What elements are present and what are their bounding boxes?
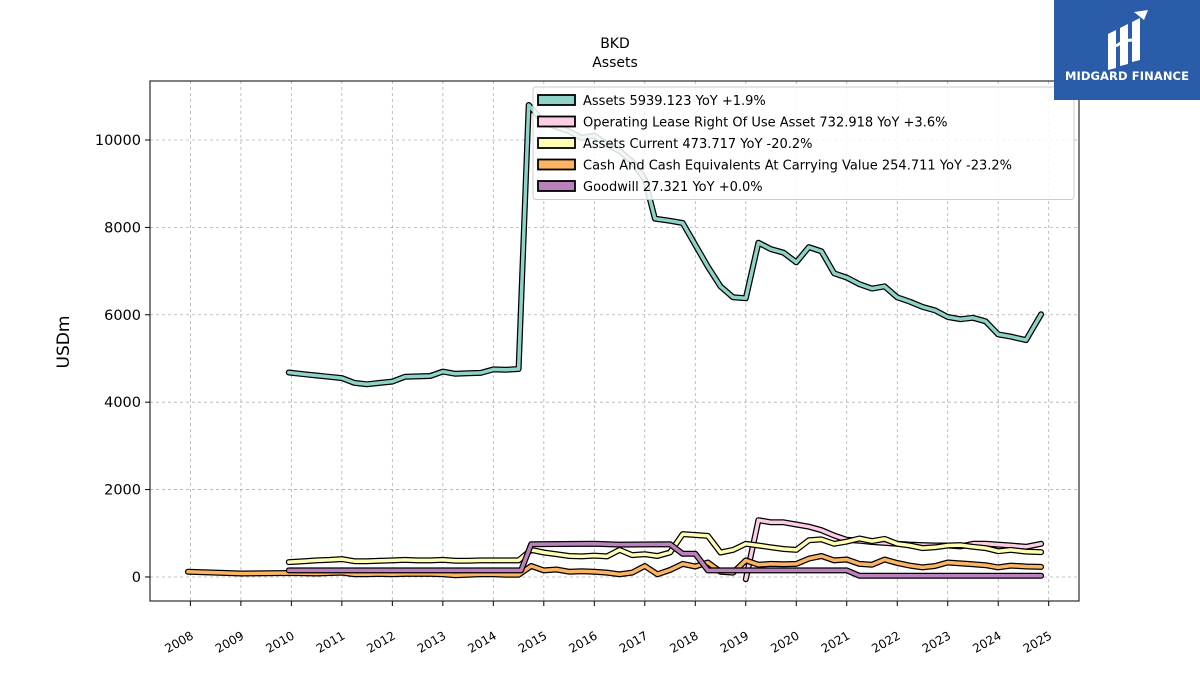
x-tick-label: 2020 [768, 628, 801, 655]
legend-swatch [537, 94, 576, 106]
x-tick-label: 2012 [364, 628, 397, 655]
chart-title: BKD [600, 36, 630, 52]
legend-entry: Goodwill 27.321 YoY +0.0% [583, 180, 763, 195]
legend-entry: Assets 5939.123 YoY +1.9% [583, 94, 766, 109]
y-tick-label: 8000 [104, 220, 141, 236]
x-tick-label: 2022 [869, 628, 902, 655]
legend-swatch [537, 137, 576, 149]
x-tick-label: 2015 [516, 628, 549, 655]
brand-logo: MIDGARD FINANCE [1054, 0, 1200, 100]
series-line [287, 542, 1043, 578]
x-tick-label: 2018 [667, 628, 700, 655]
x-tick-label: 2019 [718, 628, 751, 655]
x-tick-label: 2023 [920, 628, 953, 655]
x-tick-label: 2013 [415, 628, 448, 655]
series-assets-current [285, 531, 1045, 566]
y-tick-label: 4000 [104, 395, 141, 411]
legend-swatch [537, 158, 576, 171]
legend: Assets 5939.123 YoY +1.9% Operating Lease… [532, 86, 1075, 200]
x-tick-label: 2025 [1021, 628, 1054, 655]
series-cash-and-cash-equivalents-at-carrying-value [184, 553, 1045, 579]
x-tick-label: 2010 [263, 628, 296, 655]
legend-entry: Operating Lease Right Of Use Asset 732.9… [583, 116, 947, 131]
y-tick-label: 2000 [104, 483, 141, 499]
y-tick-label: 10000 [95, 133, 141, 149]
chart-subtitle: Assets [592, 55, 638, 71]
y-tick-label: 0 [132, 570, 141, 586]
legend-entry: Assets Current 473.717 YoY -20.2% [583, 137, 813, 152]
x-tick-label: 2014 [465, 628, 498, 655]
x-tick-label: 2024 [970, 628, 1003, 655]
x-tick-label: 2017 [617, 628, 650, 655]
series-line [287, 103, 1043, 387]
x-tick-label: 2009 [213, 628, 246, 655]
legend-box [532, 86, 1075, 200]
midgard-logo-icon [1108, 10, 1148, 70]
series-line [186, 554, 1043, 577]
plot-frame [149, 80, 1080, 602]
series-line [287, 532, 1043, 564]
legend-swatch [537, 180, 576, 192]
series-assets [285, 102, 1045, 388]
brand-name: MIDGARD FINANCE [1064, 69, 1190, 83]
y-axis-label: USDm [54, 316, 74, 369]
legend-swatch [537, 115, 576, 128]
x-axis: 2008 2009 2010 2011 2012 2013 2014 2015 2016 2017… [162, 601, 1054, 656]
legend-entry: Cash And Cash Equivalents At Carrying Va… [583, 159, 1012, 174]
y-tick-label: 6000 [104, 308, 141, 324]
x-tick-label: 2011 [314, 628, 347, 655]
x-tick-label: 2021 [819, 628, 852, 655]
series-layer [184, 102, 1045, 583]
x-tick-label: 2016 [566, 628, 599, 655]
x-tick-label: 2008 [162, 628, 195, 655]
y-axis: 0 2000 4000 6000 8000 10000 [95, 133, 150, 586]
series-goodwill [285, 540, 1045, 579]
